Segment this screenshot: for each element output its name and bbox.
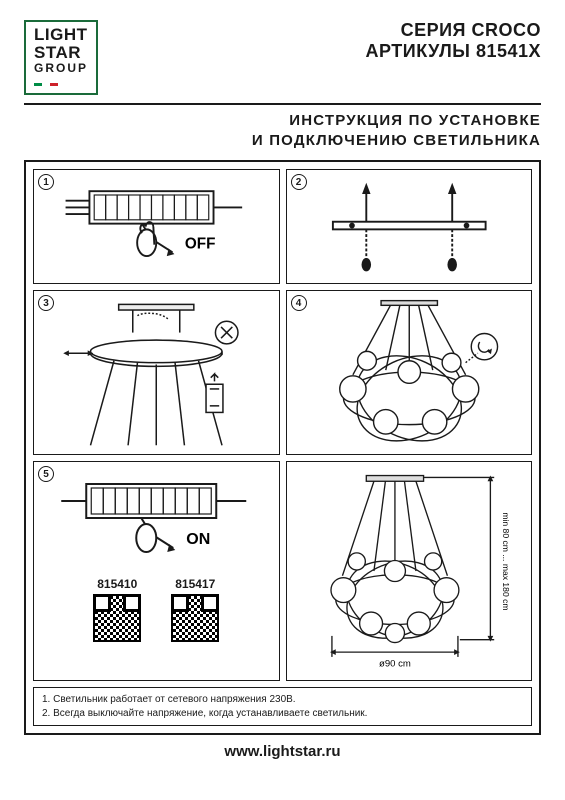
- series-line: СЕРИЯ CROCO: [366, 20, 541, 41]
- mounting-icon: [38, 295, 275, 450]
- logo-line1: LIGHT: [34, 26, 88, 44]
- height-label: min 80 cm ... max 180 cm: [500, 512, 510, 610]
- qr-row: 815410 815417: [38, 577, 275, 647]
- logo-sub: GROUP: [34, 62, 88, 75]
- switch-state: OFF: [185, 236, 216, 253]
- panel-2: 2: [286, 169, 533, 284]
- product-info: СЕРИЯ CROCO АРТИКУЛЫ 81541X: [366, 20, 541, 62]
- panel-4: 4: [286, 290, 533, 455]
- breaker-off-icon: OFF: [38, 174, 275, 279]
- article-line: АРТИКУЛЫ 81541X: [366, 41, 541, 62]
- note-2: 2. Всегда выключайте напряжение, когда у…: [42, 707, 523, 721]
- instruction-frame: 1: [24, 160, 541, 735]
- panel-dimensions: ø90 cm min 80 cm ... max 180 cm: [286, 461, 533, 681]
- article-label: АРТИКУЛЫ: [366, 41, 471, 61]
- panel-1: 1: [33, 169, 280, 284]
- dimensions-icon: ø90 cm min 80 cm ... max 180 cm: [291, 466, 528, 676]
- breaker-on-icon: ON: [38, 466, 275, 566]
- note-1: 1. Светильник работает от сетевого напря…: [42, 693, 523, 707]
- qr-label: 815410: [93, 577, 141, 591]
- ceiling-plate-icon: [291, 174, 528, 279]
- logo-line2: STAR: [34, 44, 88, 62]
- qr-code-icon: [93, 594, 141, 642]
- series-value: CROCO: [472, 20, 542, 40]
- assembly-icon: [291, 295, 528, 450]
- italy-flag-icon: [34, 83, 58, 86]
- title-line2: И ПОДКЛЮЧЕНИЮ СВЕТИЛЬНИКА: [24, 131, 541, 151]
- logo: LIGHT STAR GROUP: [24, 20, 98, 95]
- panel-5: 5 ON: [33, 461, 280, 681]
- switch-state: ON: [186, 531, 210, 548]
- series-label: СЕРИЯ: [401, 20, 466, 40]
- footer-url: www.lightstar.ru: [24, 743, 541, 760]
- step-number: 2: [291, 174, 307, 190]
- header: LIGHT STAR GROUP СЕРИЯ CROCO АРТИКУЛЫ 81…: [24, 20, 541, 95]
- qr-block-a: 815410: [93, 577, 141, 647]
- step-number: 1: [38, 174, 54, 190]
- qr-label: 815417: [171, 577, 219, 591]
- diameter-label: ø90 cm: [379, 659, 411, 670]
- qr-code-icon: [171, 594, 219, 642]
- divider: [24, 103, 541, 105]
- step-number: 4: [291, 295, 307, 311]
- step-number: 5: [38, 466, 54, 482]
- article-value: 81541X: [476, 41, 541, 61]
- step-number: 3: [38, 295, 54, 311]
- qr-block-b: 815417: [171, 577, 219, 647]
- page-title: ИНСТРУКЦИЯ ПО УСТАНОВКЕ И ПОДКЛЮЧЕНИЮ СВ…: [24, 111, 541, 150]
- panel-grid: 1: [33, 169, 532, 681]
- notes-box: 1. Светильник работает от сетевого напря…: [33, 687, 532, 726]
- panel-3: 3: [33, 290, 280, 455]
- title-line1: ИНСТРУКЦИЯ ПО УСТАНОВКЕ: [24, 111, 541, 131]
